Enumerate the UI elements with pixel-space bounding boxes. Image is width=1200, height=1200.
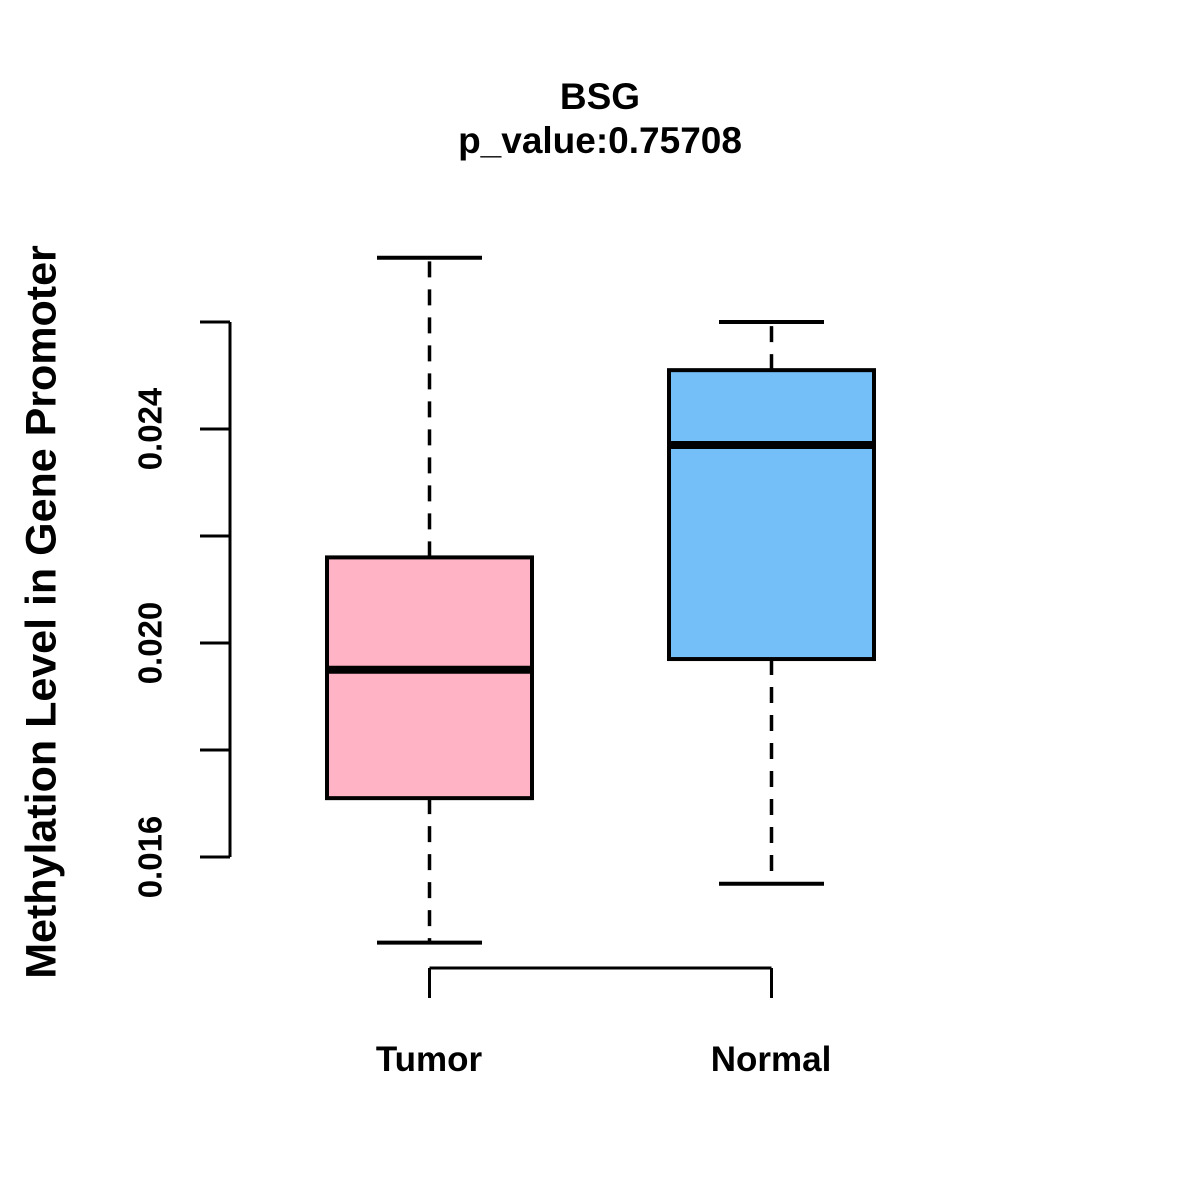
y-axis-tick-label: 0.016 xyxy=(132,816,169,899)
boxplot-group-normal xyxy=(667,320,876,886)
x-category-label-normal: Normal xyxy=(710,1040,832,1079)
chart-subtitle-pvalue: p_value:0.75708 xyxy=(458,120,742,161)
boxplot-group-tumor xyxy=(325,255,534,945)
iqr-box xyxy=(325,555,534,801)
chart-title: BSG xyxy=(559,76,641,117)
x-category-label-tumor: Tumor xyxy=(375,1040,483,1079)
iqr-box xyxy=(667,368,876,662)
y-axis-tick-label: 0.024 xyxy=(132,387,169,470)
y-axis-tick-label: 0.020 xyxy=(132,602,169,685)
